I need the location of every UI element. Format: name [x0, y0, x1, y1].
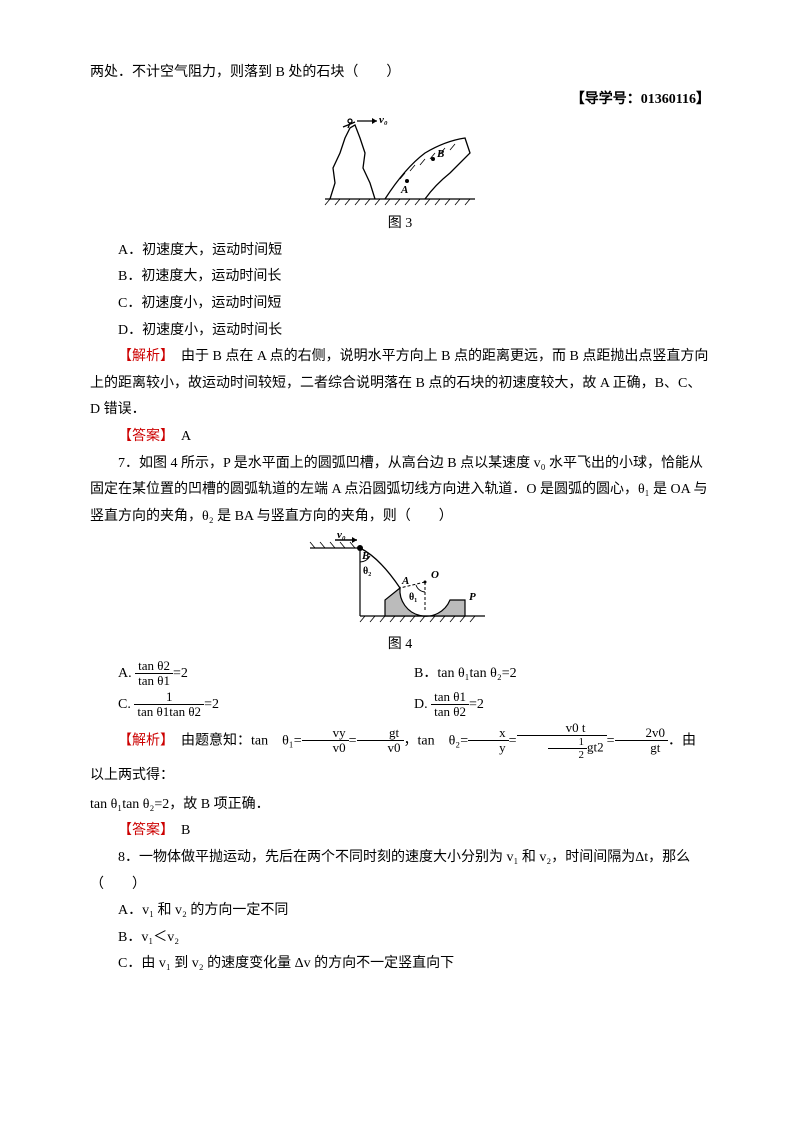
q6-opt-d: D．初速度小，运动时间长: [90, 318, 710, 345]
svg-text:v₀: v₀: [379, 114, 388, 126]
q6-analysis-text: 由于 B 点在 A 点的右侧，说明水平方向上 B 点的距离更远，而 B 点距抛出…: [90, 349, 708, 417]
q7-options-row2: C. 1tan θ1tan θ2=2 D. tan θ1tan θ2=2: [118, 690, 710, 721]
q8-stem: 8．一物体做平抛运动，先后在两个不同时刻的速度大小分别为 v₁ 和 v₂，时间间…: [90, 845, 710, 898]
svg-text:v₀: v₀: [337, 530, 346, 541]
answer-label-2: 【答案】: [118, 823, 167, 838]
q6-answer-text: A: [167, 429, 191, 444]
q8-opt-c: C．由 v₁ 到 v₂ 的速度变化量 Δv 的方向不一定竖直向下: [90, 951, 710, 978]
svg-text:O: O: [431, 569, 439, 581]
fig4-caption: 图 4: [90, 632, 710, 659]
analysis-label-2: 【解析】: [118, 733, 167, 748]
fig3-caption: 图 3: [90, 211, 710, 238]
q7-stem: 7．如图 4 所示，P 是水平面上的圆弧凹槽，从高台边 B 点以某速度 v₀ 水…: [90, 451, 710, 531]
svg-text:A: A: [401, 575, 409, 587]
q7-answer: 【答案】 B: [90, 818, 710, 845]
q7-analysis: 【解析】 由题意知：tan θ₁=vyv0=gtv0，tan θ₂=xy=v0 …: [90, 721, 710, 792]
ref-number: 【导学号：01360116】: [90, 87, 710, 114]
analysis-label: 【解析】: [118, 349, 167, 364]
q8-opt-a: A．v₁ 和 v₂ 的方向一定不同: [90, 898, 710, 925]
svg-text:θ₁: θ₁: [409, 592, 417, 603]
q7-opt-a: A. tan θ2tan θ1=2: [118, 659, 414, 690]
figure-3: v₀ A B 图 3: [90, 113, 710, 238]
svg-text:B: B: [361, 550, 369, 562]
q7-opt-b: B．tan θ₁tan θ₂=2: [414, 659, 710, 690]
svg-text:A: A: [400, 184, 408, 196]
q7-analysis-line2: tan θ₁tan θ₂=2，故 B 项正确．: [90, 792, 710, 819]
q7-options-row1: A. tan θ2tan θ1=2 B．tan θ₁tan θ₂=2: [118, 659, 710, 690]
q6-answer: 【答案】 A: [90, 424, 710, 451]
q6-opt-a: A．初速度大，运动时间短: [90, 238, 710, 265]
svg-text:B: B: [436, 148, 444, 160]
q7-answer-text: B: [167, 823, 190, 838]
q7-opt-d: D. tan θ1tan θ2=2: [414, 690, 710, 721]
q6-opt-c: C．初速度小，运动时间短: [90, 291, 710, 318]
q6-opt-b: B．初速度大，运动时间长: [90, 264, 710, 291]
svg-text:θ₂: θ₂: [363, 566, 371, 577]
line-top: 两处．不计空气阻力，则落到 B 处的石块（ ）: [90, 60, 710, 87]
q7-opt-c: C. 1tan θ1tan θ2=2: [118, 690, 414, 721]
q6-analysis: 【解析】 由于 B 点在 A 点的右侧，说明水平方向上 B 点的距离更远，而 B…: [90, 344, 710, 424]
svg-text:P: P: [469, 591, 476, 603]
q8-opt-b: B．v₁＜v₂: [90, 925, 710, 952]
figure-4: B v₀ O A θ₁ θ₂ P 图 4: [90, 530, 710, 659]
answer-label: 【答案】: [118, 429, 167, 444]
